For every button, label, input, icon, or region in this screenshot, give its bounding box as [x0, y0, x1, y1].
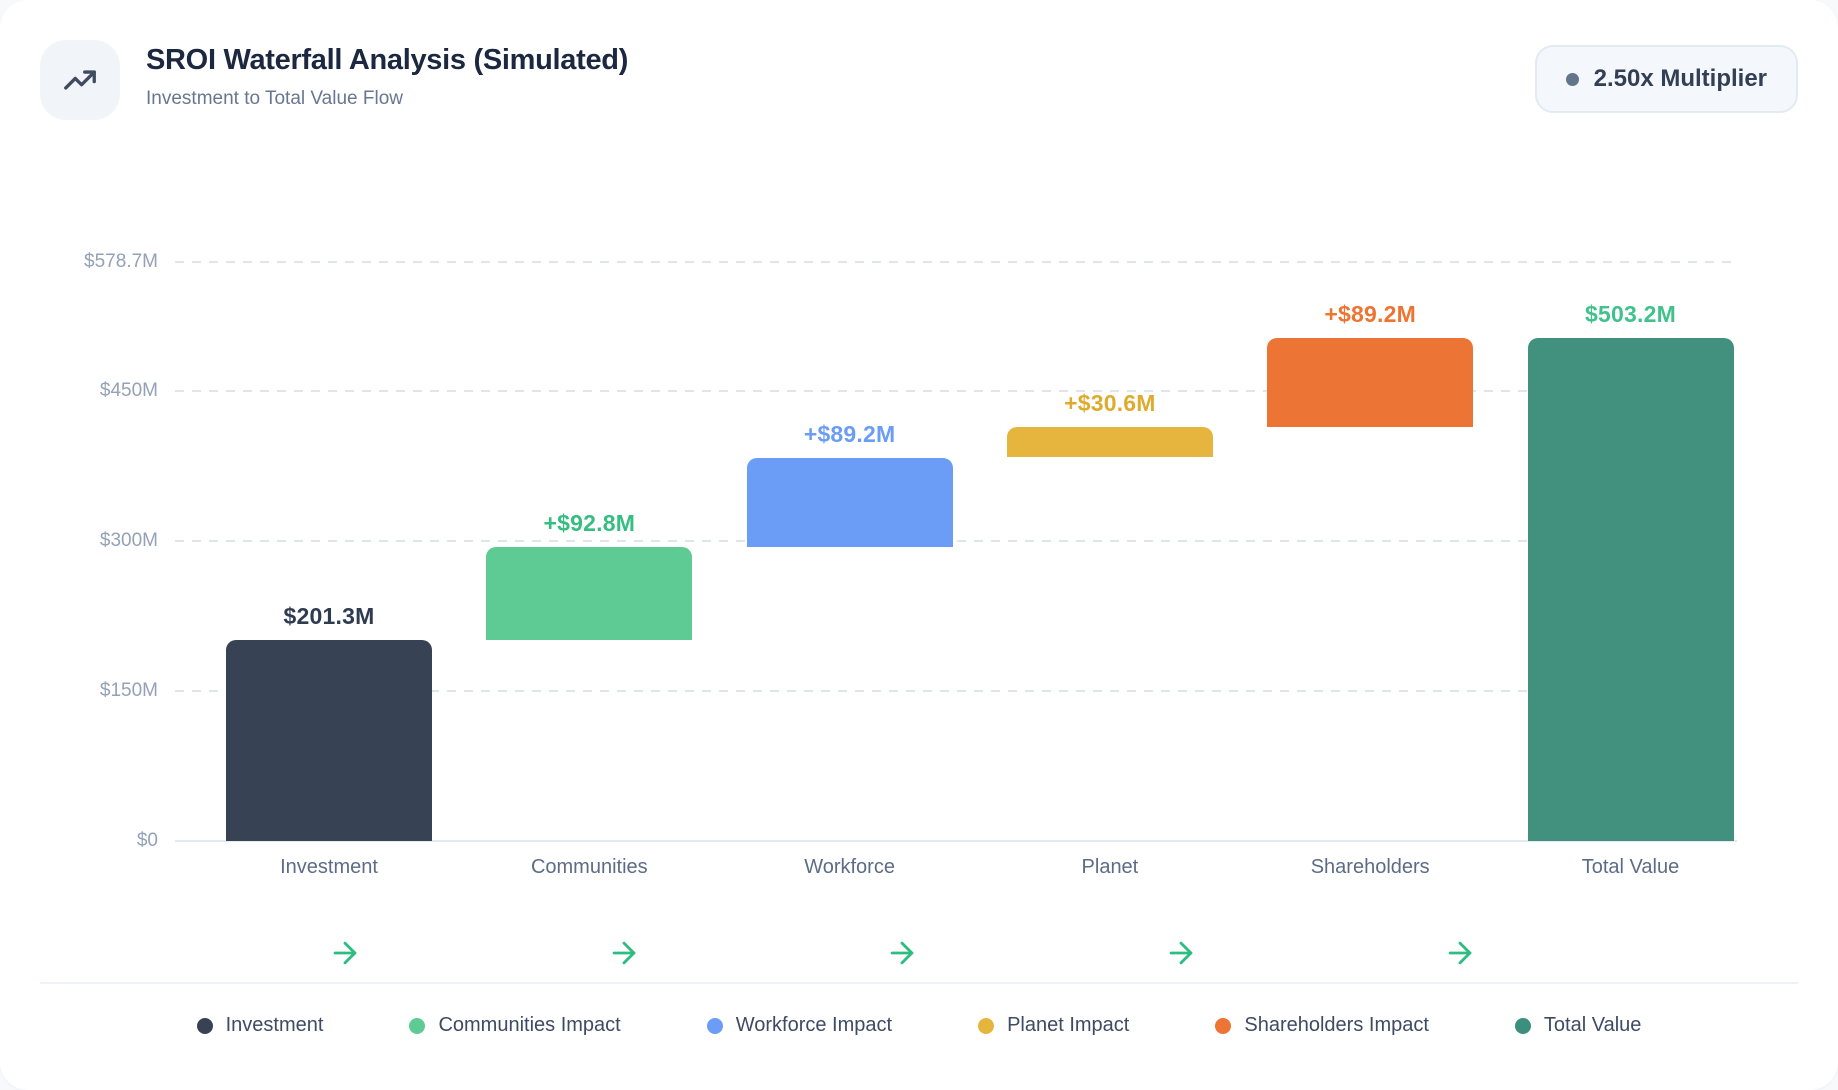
- x-axis-label-investment: Investment: [280, 856, 378, 878]
- y-axis-tick-label: $150M: [99, 679, 158, 701]
- legend-dot-icon: [196, 1017, 213, 1034]
- legend-item-total-value: Total Value: [1514, 1014, 1642, 1037]
- legend-label: Workforce Impact: [735, 1014, 893, 1036]
- chart-legend: Investment Communities Impact Workforce Im…: [0, 1014, 1838, 1037]
- gridline: [175, 261, 1737, 263]
- legend-item-communities-impact: Communities Impact: [409, 1014, 621, 1037]
- badge-dot-icon: [1565, 72, 1579, 86]
- waterfall-bar-workforce[interactable]: [746, 457, 953, 547]
- legend-dot-icon: [978, 1017, 995, 1034]
- gridline: [175, 389, 1737, 392]
- bar-value-label: +$30.6M: [1064, 389, 1156, 416]
- y-axis-tick-label: $0: [136, 830, 158, 851]
- waterfall-bar-communities[interactable]: [486, 546, 693, 640]
- legend-item-workforce-impact: Workforce Impact: [706, 1014, 893, 1037]
- bar-value-label: $503.2M: [1585, 300, 1676, 327]
- bar-value-label: $201.3M: [283, 602, 375, 629]
- y-axis-tick-label: $578.7M: [84, 251, 158, 272]
- legend-dot-icon: [1514, 1017, 1531, 1034]
- legend-label: Communities Impact: [438, 1014, 621, 1036]
- bar-value-label: +$92.8M: [543, 509, 636, 536]
- waterfall-bar-total-value[interactable]: [1527, 337, 1734, 841]
- legend-label: Total Value: [1543, 1014, 1642, 1036]
- waterfall-bar-investment[interactable]: [226, 639, 432, 841]
- multiplier-badge: 2.50x Multiplier: [1534, 45, 1798, 113]
- legend-label: Shareholders Impact: [1244, 1014, 1429, 1036]
- header-icon-box: [40, 40, 120, 120]
- page-title: SROI Waterfall Analysis (Simulated): [146, 44, 629, 76]
- legend-item-planet-impact: Planet Impact: [978, 1014, 1129, 1037]
- legend-label: Planet Impact: [1007, 1014, 1130, 1036]
- bar-value-label: +$89.2M: [803, 420, 896, 447]
- gridline: [175, 840, 1737, 842]
- legend-dot-icon: [706, 1017, 723, 1034]
- bar-value-label: +$89.2M: [1324, 300, 1416, 327]
- multiplier-badge-label: 2.50x Multiplier: [1593, 65, 1767, 92]
- x-axis-label-planet: Planet: [1081, 856, 1139, 878]
- gridline: [175, 689, 1737, 692]
- x-axis-label-total-value: Total Value: [1581, 856, 1680, 878]
- trending-up-icon: [64, 70, 96, 90]
- x-axis-label-workforce: Workforce: [804, 856, 895, 878]
- waterfall-bar-shareholders[interactable]: [1267, 337, 1474, 427]
- page-subtitle: Investment to Total Value Flow: [146, 88, 403, 109]
- x-axis-label-communities: Communities: [530, 856, 648, 878]
- legend-dot-icon: [1215, 1017, 1232, 1034]
- x-axis-label-shareholders: Shareholders: [1310, 856, 1430, 878]
- legend-dot-icon: [409, 1017, 426, 1034]
- flow-arrow-right-icon: [1443, 936, 1477, 970]
- legend-item-shareholders-impact: Shareholders Impact: [1215, 1014, 1429, 1037]
- y-axis-tick-label: $450M: [99, 379, 158, 401]
- legend-label: Investment: [225, 1014, 324, 1036]
- flow-arrow-right-icon: [328, 936, 362, 970]
- legend-item-investment: Investment: [196, 1014, 324, 1037]
- y-axis-tick-label: $300M: [99, 529, 158, 551]
- gridline: [175, 539, 1737, 542]
- flow-arrow-right-icon: [1164, 936, 1198, 970]
- flow-arrow-right-icon: [607, 936, 641, 970]
- flow-arrow-right-icon: [885, 936, 919, 970]
- waterfall-bar-planet[interactable]: [1006, 426, 1213, 458]
- legend-divider: [40, 982, 1798, 984]
